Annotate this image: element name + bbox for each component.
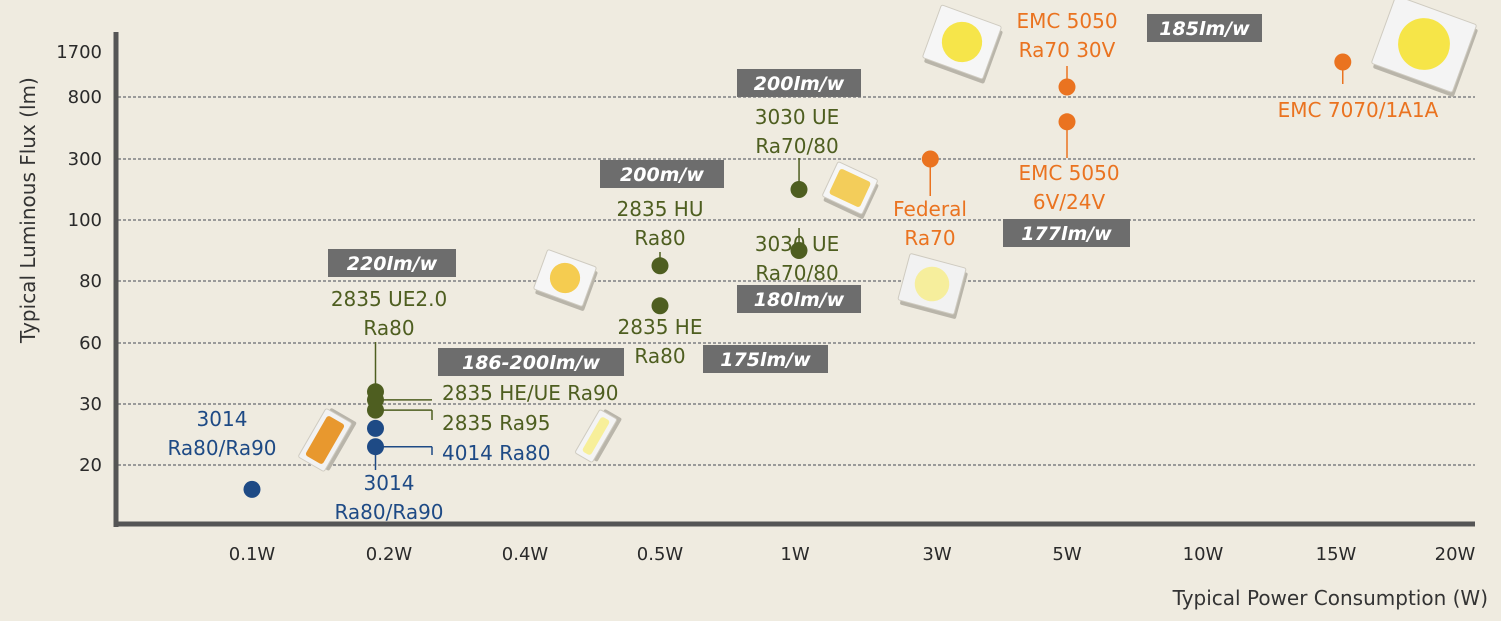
led-5050-icon — [922, 4, 1003, 84]
svg-text:177lm/w: 177lm/w — [1021, 223, 1112, 245]
point-label: 2835 HE/UE Ra90 — [442, 381, 618, 405]
x-tick-label: 0.2W — [366, 544, 413, 565]
x-tick-label: 20W — [1435, 544, 1476, 565]
x-tick-label: 1W — [780, 544, 809, 565]
led-package-icons — [298, 0, 1478, 472]
data-point — [367, 419, 384, 437]
efficacy-badge: 177lm/w — [1003, 219, 1130, 247]
x-tick-label: 15W — [1316, 544, 1357, 565]
gridlines — [118, 96, 1475, 466]
x-axis-title: Typical Power Consumption (W) — [1172, 586, 1488, 610]
svg-text:186-200lm/w: 186-200lm/w — [462, 352, 600, 374]
data-point — [651, 297, 669, 315]
x-tick-label: 3W — [922, 544, 951, 565]
point-label: EMC 5050 Ra70 30V — [1016, 9, 1117, 62]
efficacy-badge: 180lm/w — [737, 285, 861, 313]
axes — [113, 32, 1475, 527]
data-point — [921, 150, 939, 168]
data-point — [1334, 53, 1352, 71]
efficacy-badge: 185lm/w — [1147, 14, 1262, 42]
svg-text:200m/w: 200m/w — [620, 164, 704, 186]
data-point — [1058, 78, 1076, 96]
point-label: 3030 UE Ra70/80 — [755, 105, 840, 158]
svg-text:180lm/w: 180lm/w — [754, 289, 845, 311]
data-points — [243, 53, 1352, 498]
led-3030-icon — [822, 161, 879, 219]
y-tick-label: 30 — [79, 394, 102, 415]
efficacy-badge: 200m/w — [600, 160, 724, 188]
y-tick-label: 1700 — [56, 42, 102, 63]
data-point — [367, 383, 384, 401]
data-point — [367, 438, 384, 456]
led-federal-icon — [897, 253, 968, 319]
efficacy-badge: 186-200lm/w — [438, 348, 624, 376]
x-tick-label: 0.1W — [229, 544, 276, 565]
y-tick-label: 300 — [68, 149, 102, 170]
point-label: 2835 HE Ra80 — [618, 315, 703, 368]
leader-lines — [374, 62, 1344, 470]
y-tick-label: 80 — [79, 271, 102, 292]
data-point — [790, 181, 808, 198]
point-label: 4014 Ra80 — [442, 441, 550, 465]
x-tick-label: 10W — [1183, 544, 1224, 565]
efficacy-badge: 220lm/w — [328, 249, 456, 277]
point-label: 3014 Ra80/Ra90 — [334, 471, 443, 524]
x-tick-label: 0.4W — [502, 544, 549, 565]
y-axis-title: Typical Luminous Flux (lm) — [16, 77, 40, 344]
led-3014-icon — [298, 408, 357, 472]
point-label: EMC 5050 6V/24V — [1018, 161, 1119, 214]
efficacy-badges: 220lm/w 186-200lm/w 200m/w 175lm/w 200lm/w 18… — [328, 14, 1262, 376]
svg-text:175lm/w: 175lm/w — [720, 349, 811, 371]
svg-text:220lm/w: 220lm/w — [347, 253, 438, 275]
efficacy-badge: 200lm/w — [737, 69, 861, 97]
led-7070-icon — [1371, 0, 1478, 97]
y-tick-labels: 20 30 60 80 100 300 800 1700 — [56, 42, 102, 476]
led-2835-icon — [533, 249, 598, 311]
point-label: 3030 UE Ra70/80 — [755, 232, 840, 285]
x-tick-label: 5W — [1052, 544, 1081, 565]
led-4014-icon — [575, 409, 622, 463]
point-label: EMC 7070/1A1A — [1278, 98, 1439, 122]
data-point — [1058, 113, 1076, 131]
point-label: 2835 UE2.0 Ra80 — [331, 287, 447, 340]
data-point — [651, 257, 669, 275]
point-labels: 3014 Ra80/Ra90 3014 Ra80/Ra90 4014 Ra80 2835 … — [167, 9, 1438, 524]
x-tick-labels: 0.1W 0.2W 0.4W 0.5W 1W 3W 5W 10W 15W 20W — [229, 544, 1476, 565]
point-label: Federal Ra70 — [893, 197, 967, 250]
y-tick-label: 100 — [68, 210, 102, 231]
y-tick-label: 60 — [79, 333, 102, 354]
x-tick-label: 0.5W — [637, 544, 684, 565]
point-label: 2835 Ra95 — [442, 411, 550, 435]
efficacy-badge: 175lm/w — [703, 345, 828, 373]
y-tick-label: 20 — [79, 455, 102, 476]
point-label: 2835 HU Ra80 — [617, 197, 704, 250]
data-point — [243, 480, 261, 498]
data-point — [790, 242, 808, 259]
y-tick-label: 800 — [68, 87, 102, 108]
svg-text:200lm/w: 200lm/w — [754, 73, 845, 95]
point-label: 3014 Ra80/Ra90 — [167, 407, 276, 460]
svg-text:185lm/w: 185lm/w — [1159, 18, 1250, 40]
